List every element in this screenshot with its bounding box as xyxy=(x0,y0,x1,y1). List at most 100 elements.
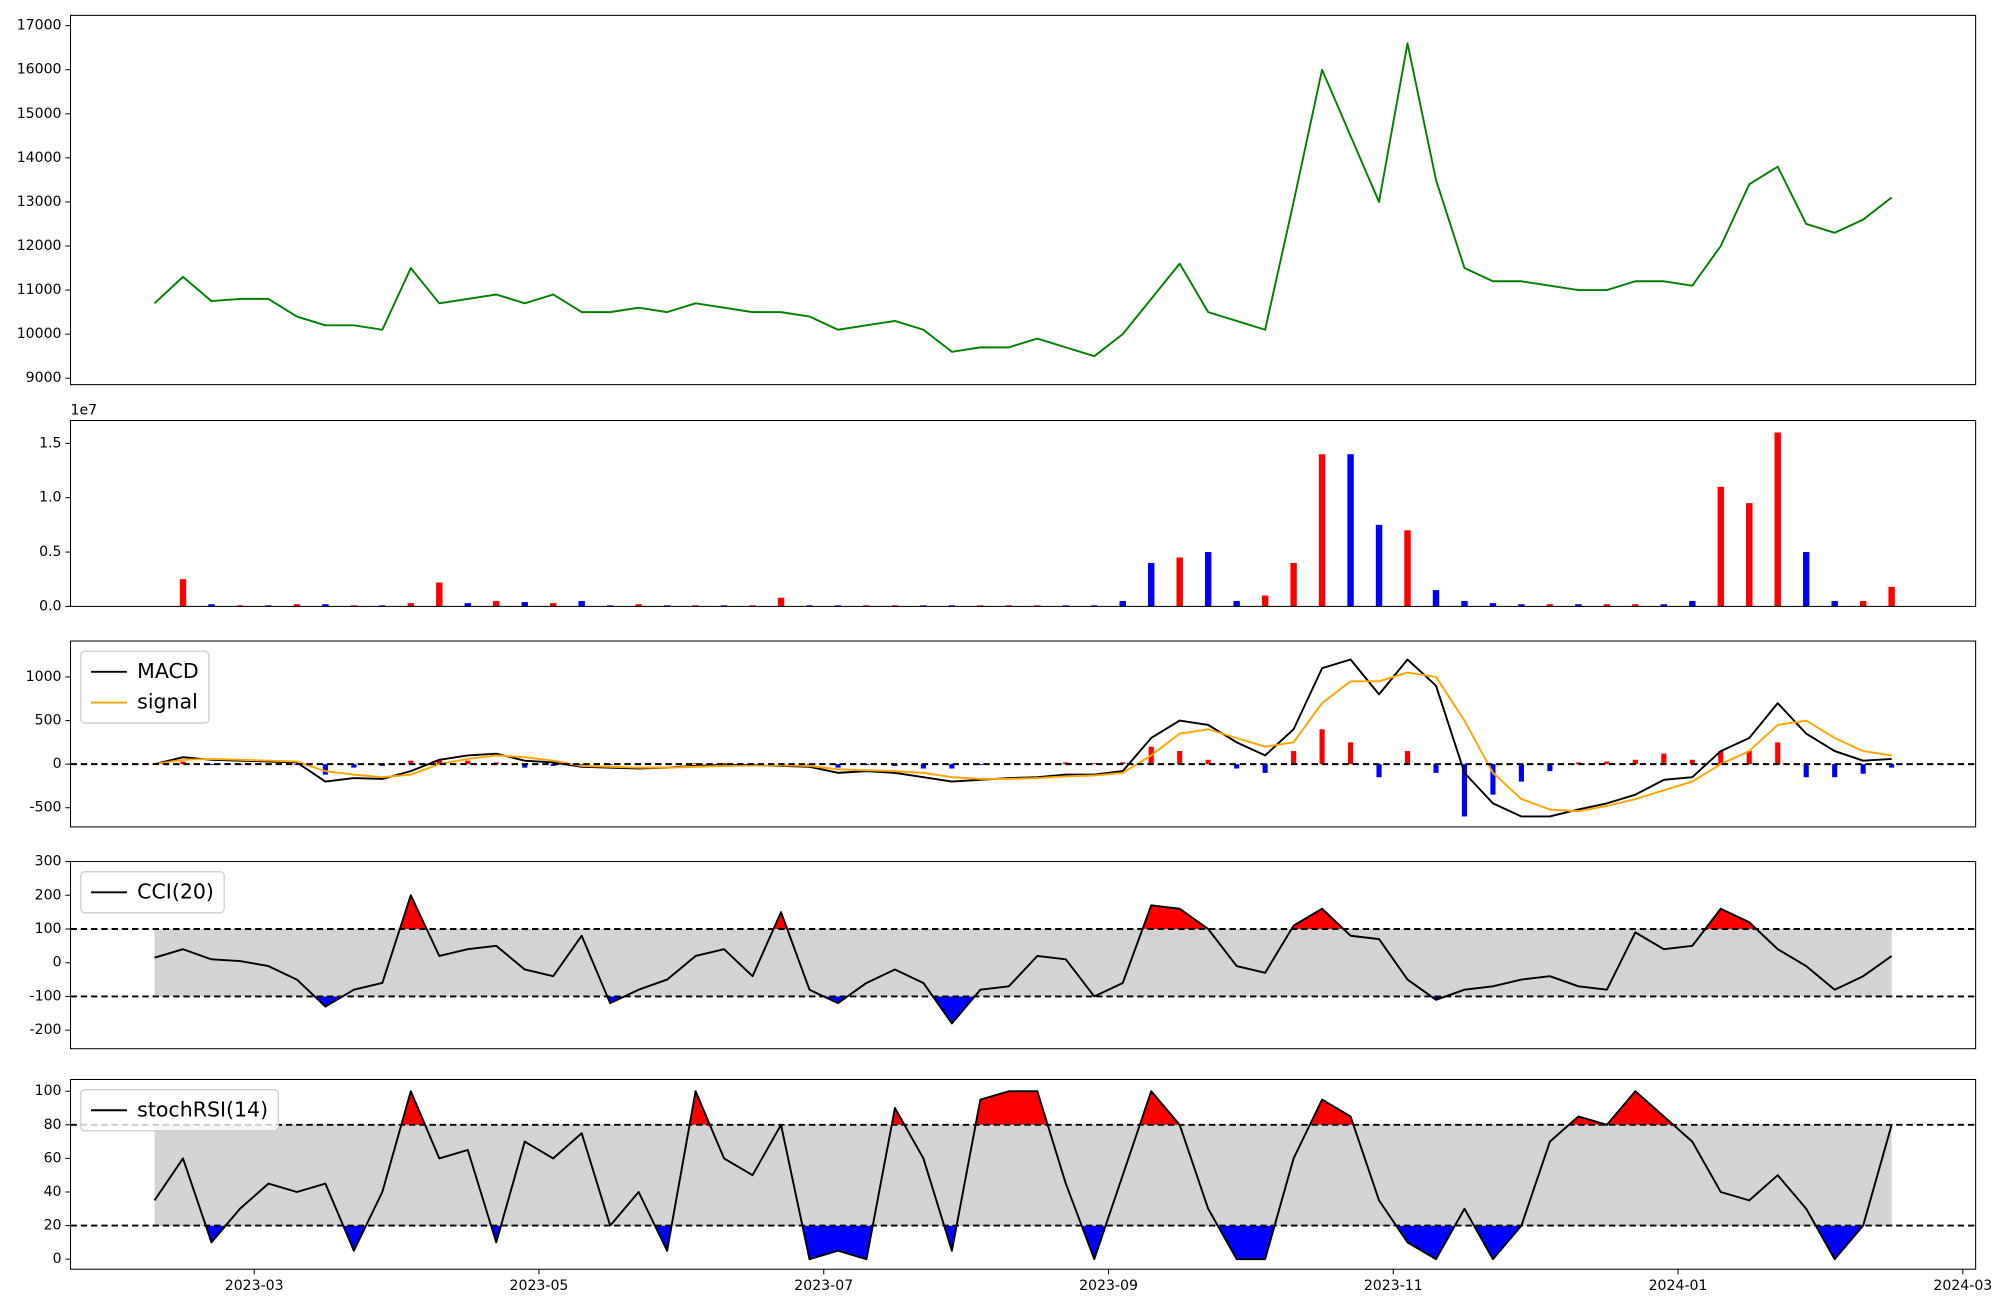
y-tick-label: -200 xyxy=(30,1022,62,1038)
x-tick-label: 2023-05 xyxy=(510,1278,569,1294)
volume-bar xyxy=(493,600,500,607)
histogram-bar xyxy=(1291,751,1297,765)
histogram-bar xyxy=(721,763,727,765)
y-tick-label: 1.5 xyxy=(39,435,61,451)
volume-bar xyxy=(1375,524,1383,607)
y-tick-label: 0 xyxy=(53,955,62,971)
y-tick-label: 16000 xyxy=(17,62,62,78)
histogram-bar xyxy=(1518,764,1524,782)
plot-area xyxy=(179,432,1895,607)
neutral-band xyxy=(154,928,1892,997)
histogram-bar xyxy=(977,764,983,766)
volume-bar xyxy=(1005,605,1013,607)
legend-box xyxy=(80,871,225,914)
histogram-bar xyxy=(920,764,926,769)
axes-frame xyxy=(70,14,1977,386)
histogram-bar xyxy=(1803,764,1809,778)
volume-bar xyxy=(1689,600,1696,607)
volume-bar xyxy=(1831,600,1838,607)
volume-bar xyxy=(521,602,528,607)
histogram-bar xyxy=(408,760,414,765)
histogram-bar xyxy=(693,763,699,765)
volume-bar xyxy=(1746,503,1753,607)
y-tick-label: 9000 xyxy=(26,370,62,386)
histogram-bar xyxy=(1718,751,1724,765)
volume-bar xyxy=(208,604,215,607)
x-tick-label: 2023-03 xyxy=(225,1278,284,1294)
volume-bar xyxy=(663,605,671,607)
histogram-bar xyxy=(1775,742,1781,765)
histogram-bar xyxy=(1177,751,1183,765)
volume-bar xyxy=(948,605,956,607)
panel: -200 -100 0 100 200 300 CCI(20) xyxy=(30,854,1977,1050)
x-tick-label: 2023-07 xyxy=(794,1278,853,1294)
series-line xyxy=(154,658,1892,818)
x-tick-label: 2024-03 xyxy=(1933,1278,1992,1294)
volume-bar xyxy=(1603,604,1611,607)
y-tick-label: 1.0 xyxy=(39,490,61,506)
volume-bar xyxy=(1802,552,1810,607)
y-tick-label: 10000 xyxy=(17,326,62,342)
histogram-bar xyxy=(1860,764,1866,774)
y-tick-label: 500 xyxy=(35,713,62,729)
volume-bar xyxy=(1404,530,1411,607)
plot-area xyxy=(153,42,1893,358)
volume-bar xyxy=(1148,562,1155,607)
y-tick-label: 11000 xyxy=(17,282,62,298)
volume-bar xyxy=(407,603,415,607)
volume-bar xyxy=(749,605,756,607)
histogram-bar xyxy=(1262,764,1268,773)
volume-bar xyxy=(1119,600,1126,607)
volume-bar xyxy=(1888,586,1895,607)
histogram-bar xyxy=(465,760,471,765)
legend-label: signal xyxy=(137,690,198,714)
volume-bar xyxy=(1233,600,1240,607)
volume-bar xyxy=(1575,604,1582,607)
volume-bar xyxy=(1632,604,1639,607)
volume-bar xyxy=(1859,600,1867,607)
volume-bar xyxy=(1489,603,1497,607)
legend: MACD signal xyxy=(80,650,210,724)
neutral-band xyxy=(154,1124,1892,1226)
volume-bar xyxy=(834,605,842,607)
volume-bar xyxy=(379,605,386,607)
histogram-bar xyxy=(1490,764,1496,795)
y-tick-label: 0 xyxy=(53,1251,62,1267)
histogram-bar xyxy=(1689,759,1695,765)
panel: 0.0 0.5 1.0 1.5 1e7 xyxy=(39,402,1977,614)
histogram-bar xyxy=(579,764,585,766)
histogram-bar xyxy=(1604,761,1610,765)
y-tick-label: 100 xyxy=(35,921,62,937)
axes-frame xyxy=(70,640,1977,828)
volume-bar xyxy=(1062,605,1069,607)
y-tick-label: 60 xyxy=(44,1150,62,1166)
y-tick-label: 80 xyxy=(44,1117,62,1133)
histogram-bar xyxy=(180,761,186,765)
volume-bar xyxy=(1546,604,1554,607)
legend-label: CCI(20) xyxy=(137,879,214,903)
volume-bar xyxy=(1432,590,1440,607)
legend-box xyxy=(80,1089,279,1132)
volume-bar xyxy=(1660,604,1668,607)
histogram-bar xyxy=(1433,764,1439,773)
panel: 0 20 40 60 80 100 2023-03 2023-05 2023-07 2023-09… xyxy=(35,1078,1992,1294)
volume-bar xyxy=(350,605,358,607)
histogram-bar xyxy=(208,764,215,766)
y-tick-label: 0 xyxy=(53,756,62,772)
legend-box xyxy=(80,650,210,724)
histogram-bar xyxy=(1661,753,1667,765)
y-tick-label: 300 xyxy=(35,854,62,870)
axes-frame xyxy=(70,861,1977,1050)
histogram-bar xyxy=(1461,764,1468,817)
volume-bar xyxy=(1774,432,1781,607)
volume-bar xyxy=(606,605,614,607)
x-tick-label: 2023-09 xyxy=(1079,1278,1138,1294)
y-tick-label: 40 xyxy=(44,1184,62,1200)
histogram-bar xyxy=(1205,759,1211,765)
x-tick-label: 2023-11 xyxy=(1364,1278,1423,1294)
y-tick-label: 20 xyxy=(44,1218,62,1234)
legend: CCI(20) xyxy=(80,871,225,914)
y-tick-label: 13000 xyxy=(17,194,62,210)
histogram-bar xyxy=(1404,751,1411,765)
legend-label: MACD xyxy=(137,659,198,683)
